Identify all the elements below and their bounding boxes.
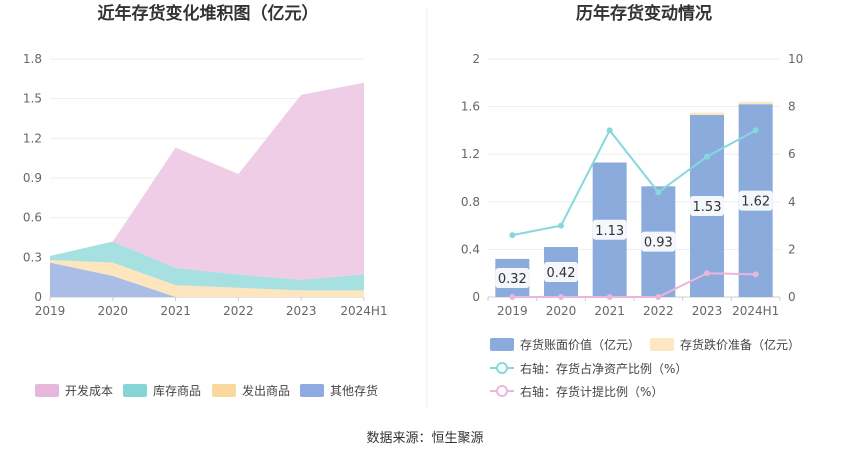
right-bar-labels: 0.32 0.42 1.13 0.93 1.53 1.62 bbox=[495, 190, 773, 288]
bar-value-label: 1.62 bbox=[741, 195, 770, 210]
line-point bbox=[704, 153, 710, 160]
left-x-tick: 2019 bbox=[35, 304, 66, 318]
left-y-tick: 0.9 bbox=[23, 171, 42, 185]
stacked-area-chart: 近年存货变化堆积图（亿元） 00.30.60.91.21.51.8 2019 20… bbox=[23, 3, 388, 398]
right-y2-tick: 4 bbox=[788, 195, 796, 209]
right-legend: 存货账面价值（亿元） 存货跌价准备（亿元） 右轴：存货占净资产比例（%） 右轴：存货计… bbox=[490, 337, 800, 399]
left-legend: 开发成本 库存商品 发出商品 其他存货 bbox=[35, 383, 378, 398]
left-x-tick: 2020 bbox=[98, 304, 129, 318]
line-point bbox=[655, 189, 662, 196]
left-y-axis: 0 0.3 0.6 0.9 1.2 1.5 1.8 bbox=[23, 52, 42, 304]
legend-swatch bbox=[123, 384, 147, 397]
right-y2-tick: 6 bbox=[788, 147, 796, 161]
left-areas bbox=[50, 82, 364, 297]
right-y-tick: 0 bbox=[472, 290, 480, 304]
bar-value-label: 0.93 bbox=[644, 236, 673, 251]
left-y-tick: 1.2 bbox=[23, 131, 42, 145]
line-point bbox=[704, 270, 710, 277]
left-y-tick: 0.6 bbox=[23, 211, 42, 225]
bar-label-bg bbox=[738, 190, 773, 211]
right-y2-tick: 0 bbox=[788, 290, 796, 304]
bar-label-bg bbox=[641, 231, 676, 252]
legend-swatch bbox=[490, 338, 514, 351]
left-x-tick: 2021 bbox=[160, 304, 191, 318]
right-y-tick: 0.4 bbox=[461, 242, 480, 256]
bar-value-label: 1.53 bbox=[693, 200, 722, 215]
bar-label-bg bbox=[592, 219, 627, 240]
right-y2-tick: 8 bbox=[788, 100, 796, 114]
line-point bbox=[752, 271, 759, 278]
left-x-tick: 2023 bbox=[286, 304, 317, 318]
bar-label-bg bbox=[495, 267, 530, 288]
legend-label: 开发成本 bbox=[65, 383, 113, 398]
right-y2-tick: 10 bbox=[788, 52, 803, 66]
legend-label: 存货跌价准备（亿元） bbox=[680, 337, 800, 352]
line-point bbox=[606, 127, 613, 134]
area-series-4 bbox=[50, 82, 364, 280]
left-y-tick: 1.8 bbox=[23, 52, 42, 66]
area-series-3 bbox=[50, 241, 364, 291]
legend-label: 存货账面价值（亿元） bbox=[520, 337, 640, 352]
legend-label: 右轴：存货占净资产比例（%） bbox=[520, 361, 687, 376]
right-y2-tick: 2 bbox=[788, 242, 796, 256]
right-grid bbox=[488, 58, 780, 298]
legend-label: 其他存货 bbox=[330, 383, 378, 398]
right-chart-title: 历年存货变动情况 bbox=[576, 3, 712, 24]
line-point bbox=[655, 294, 662, 300]
legend-label: 发出商品 bbox=[242, 383, 290, 398]
left-x-tick: 2022 bbox=[223, 304, 254, 318]
right-y-axis-right: 0 2 4 6 8 10 bbox=[788, 52, 803, 304]
left-x-tick: 2024H1 bbox=[340, 304, 387, 318]
line-point bbox=[509, 294, 516, 300]
left-chart-title: 近年存货变化堆积图（亿元） bbox=[98, 3, 319, 24]
bar-impairment bbox=[738, 101, 773, 105]
legend-swatch bbox=[212, 384, 236, 397]
legend-swatch bbox=[35, 384, 59, 397]
legend-label: 右轴：存货计提比例（%） bbox=[520, 384, 663, 399]
line-point bbox=[509, 232, 516, 239]
line-point bbox=[558, 222, 564, 229]
right-x-tick: 2021 bbox=[594, 304, 625, 318]
right-y-tick: 1.6 bbox=[461, 100, 480, 114]
legend-label: 库存商品 bbox=[153, 383, 201, 398]
line-series-1 bbox=[512, 128, 757, 237]
bar-value-label: 1.13 bbox=[595, 224, 624, 239]
legend-swatch bbox=[300, 384, 324, 397]
right-y-axis-left: 0 0.4 0.8 1.2 1.6 2 bbox=[461, 52, 480, 304]
right-x-axis: 2019 2020 2021 2022 2023 2024H1 bbox=[487, 297, 781, 318]
combo-bar-line-chart: 历年存货变动情况 0.32 0.421.130.931.53 1.62 00.40.… bbox=[461, 3, 803, 399]
line-point bbox=[606, 294, 613, 300]
data-source: 数据来源：恒生聚源 bbox=[366, 431, 483, 446]
area-series-2 bbox=[50, 259, 364, 297]
left-y-tick: 1.5 bbox=[23, 92, 42, 106]
left-y-tick: 0.3 bbox=[23, 250, 42, 264]
right-y-tick: 0.8 bbox=[461, 195, 480, 209]
line-point bbox=[558, 294, 564, 300]
left-y-tick: 0 bbox=[34, 290, 42, 304]
bar-impairment bbox=[690, 112, 724, 115]
right-bars bbox=[495, 101, 773, 298]
bar-value-label: 0.32 bbox=[498, 272, 527, 287]
right-x-tick: 2023 bbox=[692, 304, 723, 318]
legend-marker bbox=[496, 362, 508, 374]
right-x-tick: 2024H1 bbox=[732, 304, 779, 318]
area-series-1 bbox=[50, 262, 364, 297]
right-x-tick: 2022 bbox=[643, 304, 674, 318]
left-x-axis: 2019 2020 2021 2022 2023 2024H1 bbox=[35, 297, 388, 318]
right-x-tick: 2019 bbox=[497, 304, 528, 318]
bar-label-bg bbox=[690, 195, 724, 216]
legend-swatch bbox=[650, 338, 674, 351]
bar-value-label: 0.42 bbox=[547, 266, 576, 281]
legend-marker bbox=[496, 385, 508, 397]
bar-label-bg bbox=[544, 262, 578, 283]
right-y-tick: 1.2 bbox=[461, 147, 480, 161]
right-y-tick: 2 bbox=[472, 52, 480, 66]
right-x-tick: 2020 bbox=[546, 304, 577, 318]
line-point bbox=[752, 127, 759, 134]
